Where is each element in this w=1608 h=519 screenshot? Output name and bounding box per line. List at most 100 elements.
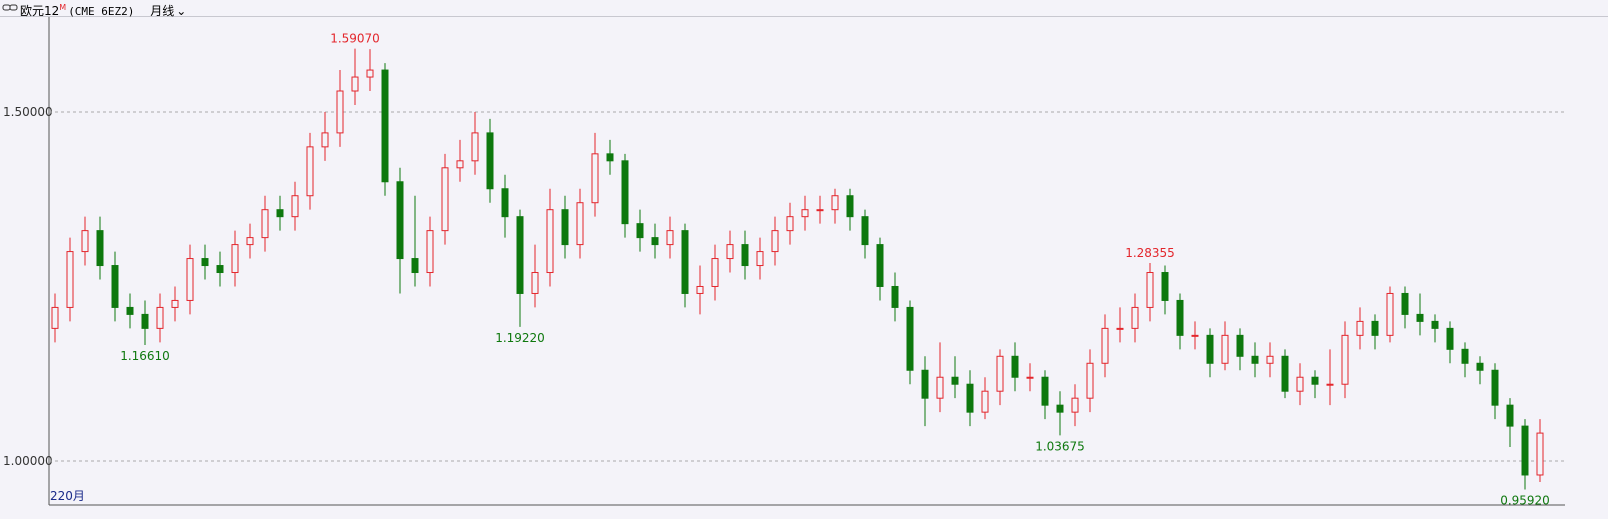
candle-body (1266, 355, 1274, 364)
candle-body (696, 285, 704, 294)
candle-body (441, 167, 449, 232)
candle-body (336, 90, 344, 134)
candle-body (666, 230, 674, 246)
candle-body (411, 258, 419, 274)
candle-body (891, 285, 899, 308)
candle-body (1296, 376, 1304, 392)
candle-body (291, 195, 299, 218)
period-selector[interactable]: 月线 (150, 4, 175, 18)
candle-body (1191, 334, 1199, 337)
candle-body (1056, 404, 1064, 413)
candle-body (396, 181, 404, 260)
candle-body (1206, 334, 1214, 364)
candle-body (366, 69, 374, 78)
candle-body (1461, 348, 1469, 364)
extreme-label: 1.19220 (495, 331, 545, 345)
candle-body (381, 69, 389, 183)
x-label: 220月 (50, 489, 85, 503)
candle-body (966, 383, 974, 413)
candle-body (936, 376, 944, 399)
candle-body (1431, 320, 1439, 329)
candle-body (81, 230, 89, 253)
candle-body (426, 230, 434, 274)
candle-body (1311, 376, 1319, 385)
candle-body (1221, 334, 1229, 364)
candle-body (786, 216, 794, 232)
candle-body (711, 258, 719, 287)
candle-body (156, 306, 164, 329)
superscript: M (59, 3, 67, 12)
extreme-label: 1.28355 (1125, 246, 1175, 260)
instrument-name: 欧元12 (20, 4, 60, 18)
candle-body (816, 209, 824, 212)
candle-body (951, 376, 959, 385)
candle-body (1086, 362, 1094, 399)
candle-body (1371, 320, 1379, 336)
instrument-code: (CME 6EZ2) (68, 5, 135, 18)
candle-body (351, 76, 359, 92)
candle-body (1161, 272, 1169, 301)
candle-body (1101, 327, 1109, 364)
extreme-label: 1.59070 (330, 32, 380, 46)
candle-body (846, 195, 854, 218)
candle-body (876, 244, 884, 287)
candle-body (1356, 320, 1364, 336)
candle-body (246, 237, 254, 246)
candle-body (126, 306, 134, 315)
candle-body (1071, 397, 1079, 413)
candle-body (1011, 355, 1019, 378)
candle-body (66, 251, 74, 308)
candle-body (1476, 362, 1484, 371)
candle-body (981, 390, 989, 413)
y-tick-label: 1.50000 (3, 105, 53, 119)
candle-body (1491, 369, 1499, 406)
header: 欧元12M (CME 6EZ2) 月线 ⌄ (0, 0, 1608, 18)
candle-body (171, 299, 179, 308)
candle-body (1281, 355, 1289, 392)
candle-body (726, 244, 734, 260)
candle-body (1251, 355, 1259, 364)
candle-body (1506, 404, 1514, 427)
candle-body (1041, 376, 1049, 406)
link-icon (2, 4, 18, 11)
candle-body (531, 272, 539, 294)
extreme-label: 1.03675 (1035, 439, 1085, 453)
candle-body (651, 237, 659, 246)
candle-body (1131, 306, 1139, 329)
extreme-label: 1.16610 (120, 349, 170, 363)
candle-body (1326, 383, 1334, 386)
candle-body (186, 258, 194, 301)
candle-body (276, 209, 284, 218)
candle-body (1386, 292, 1394, 336)
candle-body (321, 132, 329, 148)
candle-body (621, 160, 629, 225)
candle-body (141, 313, 149, 329)
candle-body (561, 209, 569, 246)
dropdown-arrow[interactable]: ⌄ (176, 4, 187, 18)
candle-body (501, 188, 509, 218)
candle-body (1116, 327, 1124, 330)
candle-body (216, 265, 224, 274)
candle-body (96, 230, 104, 267)
candle-body (771, 230, 779, 253)
candle-body (681, 230, 689, 294)
candle-body (1176, 299, 1184, 336)
candle-body (606, 153, 614, 162)
candle-body (1521, 425, 1529, 476)
candle-body (756, 251, 764, 267)
candle-body (906, 306, 914, 371)
candle-body (861, 216, 869, 246)
candle-body (831, 195, 839, 211)
extreme-label: 0.95920 (1500, 494, 1550, 508)
candle-body (636, 223, 644, 239)
candle-body (486, 132, 494, 190)
candle-body (111, 265, 119, 308)
candle-body (1416, 313, 1424, 322)
candle-body (231, 244, 239, 274)
candle-body (1341, 334, 1349, 385)
candle-body (576, 202, 584, 246)
y-tick-label: 1.00000 (3, 454, 53, 468)
candle-body (1536, 432, 1544, 476)
candle-body (801, 209, 809, 218)
